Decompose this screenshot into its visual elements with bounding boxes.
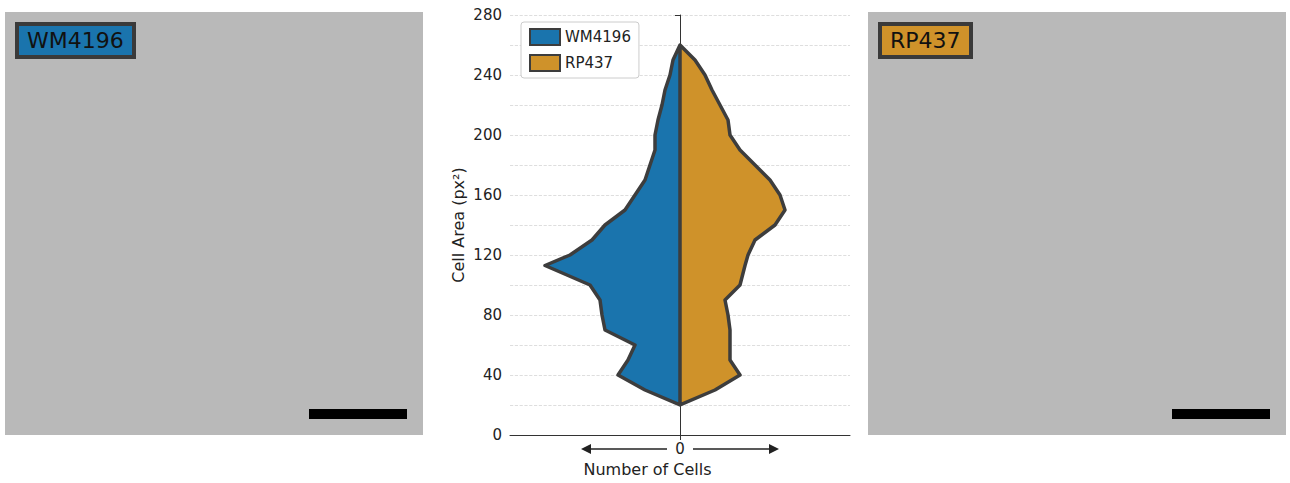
svg-text:280: 280 [473,6,502,24]
svg-text:Number of Cells: Number of Cells [583,460,711,479]
svg-text:40: 40 [483,366,502,384]
html-text:WM4196: WM4196 [27,28,124,53]
svg-text:200: 200 [473,126,502,144]
html-text:RP437: RP437 [890,28,961,53]
svg-text:80: 80 [483,306,502,324]
svg-text:Cell Area (px²): Cell Area (px²) [449,167,468,282]
svg-text:RP437: RP437 [565,54,613,72]
svg-text:240: 240 [473,66,502,84]
svg-text:WM4196: WM4196 [565,28,631,46]
svg-text:0: 0 [492,426,502,444]
svg-text:120: 120 [473,246,502,264]
svg-text:0: 0 [675,440,685,458]
svg-text:160: 160 [473,186,502,204]
